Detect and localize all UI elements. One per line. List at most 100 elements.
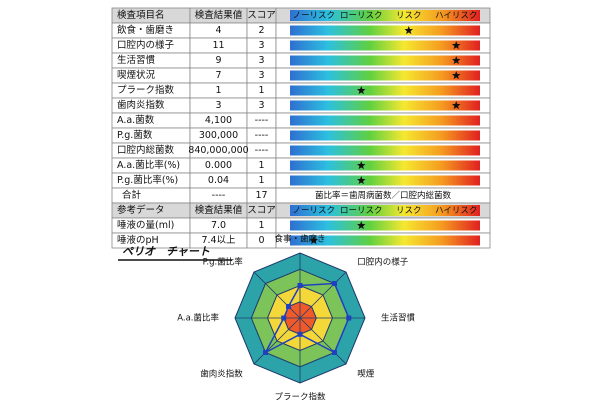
- item-score: 1: [258, 160, 264, 171]
- score-star: [309, 236, 319, 245]
- score-star: [356, 176, 366, 185]
- item-name: 唾液のpH: [117, 234, 159, 246]
- item-score: 3: [258, 70, 264, 81]
- header-cell: 検査結果値: [195, 204, 243, 216]
- risk-bar: [290, 115, 480, 126]
- item-value: 0.04: [208, 175, 229, 186]
- item-name: 歯肉炎指数: [117, 99, 165, 111]
- item-name: A.a.菌比率(%): [117, 159, 180, 171]
- risk-bar: [290, 175, 480, 186]
- item-score: 3: [258, 40, 264, 51]
- radar-axis-label: 口腔内の様子: [357, 257, 409, 268]
- item-score: 1: [258, 85, 264, 96]
- risk-level: ローリスク: [340, 206, 383, 216]
- header-cell: 検査結果値: [195, 9, 243, 21]
- item-value: 9: [215, 55, 221, 66]
- radar-axis-label: 歯肉炎指数: [200, 368, 243, 379]
- item-value: 4: [215, 25, 221, 36]
- score-star: [451, 101, 461, 110]
- item-name: 唾液の量(ml): [117, 219, 174, 231]
- radar-point: [331, 349, 337, 355]
- item-score: 1: [258, 175, 264, 186]
- item-score: 1: [258, 220, 264, 231]
- item-value: 0.000: [205, 160, 232, 171]
- risk-level: ノーリスク: [292, 11, 335, 21]
- header-cell: スコア: [247, 10, 276, 21]
- item-score: 2: [258, 25, 264, 36]
- total-value: ----: [212, 190, 226, 201]
- score-star: [451, 71, 461, 80]
- risk-level: ハイリスク: [435, 206, 477, 216]
- risk-bar: [290, 10, 480, 21]
- score-star: [451, 56, 461, 65]
- risk-bar: [290, 40, 480, 51]
- item-name: 喫煙状況: [117, 69, 156, 81]
- risk-bar: [290, 100, 480, 111]
- radar-axis-label: P.g.菌比率: [203, 257, 244, 268]
- item-name: 飲食・歯磨き: [117, 24, 174, 36]
- risk-level: ノーリスク: [292, 206, 335, 216]
- item-value: 300,000: [199, 130, 238, 141]
- score-star: [356, 86, 366, 95]
- score-star: [356, 221, 366, 230]
- radar-point: [281, 315, 287, 321]
- score-star: [356, 161, 366, 170]
- radar-axis-label: 喫煙: [357, 368, 375, 379]
- risk-level: リスク: [396, 206, 422, 216]
- radar-axis-label: 生活習慣: [381, 313, 416, 324]
- risk-bar: [290, 220, 480, 231]
- header-cell: 参考データ: [117, 204, 165, 216]
- risk-bar: [290, 235, 480, 246]
- item-score: ----: [255, 145, 269, 156]
- item-value: 840,000,000: [188, 145, 248, 156]
- risk-bar: [290, 160, 480, 171]
- radar-point: [297, 283, 303, 288]
- radar-spoke: [253, 271, 301, 319]
- item-value: 3: [215, 100, 221, 111]
- radar-spoke: [253, 317, 301, 365]
- item-score: 0: [258, 235, 264, 246]
- item-score: ----: [255, 115, 269, 126]
- risk-bar: [290, 25, 480, 36]
- radar-point: [286, 304, 292, 310]
- item-name: プラーク指数: [117, 84, 175, 96]
- item-value: 4,100: [205, 115, 232, 126]
- item-value: 7.0: [211, 220, 226, 231]
- item-value: 1: [215, 85, 221, 96]
- item-name: P.g.菌比率(%): [117, 174, 178, 186]
- item-value: 7: [215, 70, 221, 81]
- risk-bar: [290, 55, 480, 66]
- item-score: 3: [258, 100, 264, 111]
- item-name: 生活習慣: [117, 54, 156, 66]
- radar-spoke: [299, 271, 347, 319]
- radar-point: [263, 349, 269, 355]
- item-value: 7.4以上: [201, 235, 236, 246]
- radar-axis-label: A.a.菌比率: [177, 313, 219, 324]
- score-star: [404, 26, 414, 35]
- risk-level: ハイリスク: [435, 11, 477, 21]
- risk-bar: [290, 70, 480, 81]
- item-name: P.g.菌数: [117, 129, 153, 141]
- header-cell: 検査項目名: [117, 9, 165, 21]
- item-name: 口腔内総菌数: [117, 144, 175, 156]
- radar-point: [346, 315, 352, 321]
- risk-bar: [290, 205, 480, 216]
- radar-axis-label: プラーク指数: [274, 392, 326, 400]
- item-name: 口腔内の様子: [117, 39, 175, 51]
- total-note: 菌比率＝歯周病菌数／口腔内総菌数: [315, 190, 452, 201]
- risk-bar: [290, 85, 480, 96]
- radar-title: ペリオ チャート: [122, 245, 210, 258]
- item-value: 11: [212, 40, 224, 51]
- radar-spoke: [299, 317, 347, 365]
- risk-bar: [290, 145, 480, 156]
- header-cell: スコア: [247, 205, 276, 216]
- risk-level: リスク: [396, 11, 422, 21]
- total-label: 合計: [122, 189, 142, 201]
- radar-axis-label: 食事・歯磨き: [274, 234, 325, 245]
- total-score: 17: [255, 190, 267, 201]
- item-score: 3: [258, 55, 264, 66]
- item-score: ----: [255, 130, 269, 141]
- item-name: A.a.菌数: [117, 114, 155, 126]
- radar-point: [297, 331, 303, 337]
